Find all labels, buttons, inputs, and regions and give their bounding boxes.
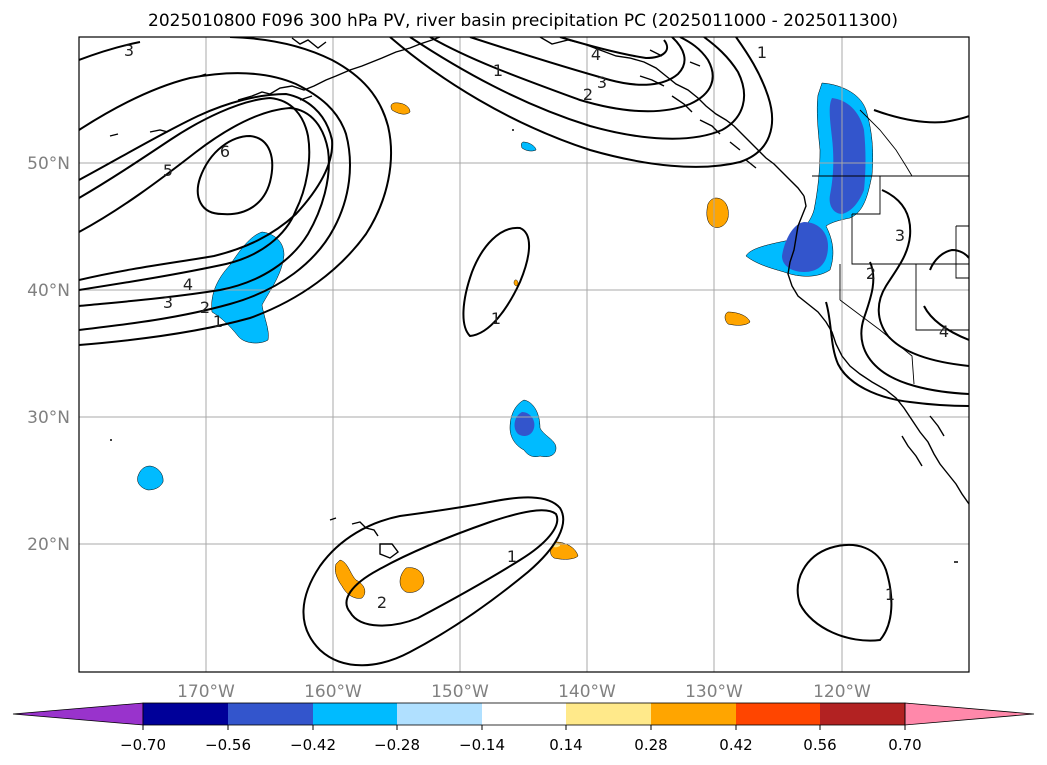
pv-contour-labels: 3 5 6 4 3 2 1 4 3 2 1 1 1 2 1 1 3 2 4 (124, 41, 949, 612)
neg-anomaly-gulf-alaska-small (521, 141, 537, 152)
lon-label: 150°W (431, 682, 489, 702)
colorbar-label: −0.14 (459, 736, 505, 754)
colorbar-label: 0.56 (803, 736, 836, 754)
pv-label: 4 (183, 275, 193, 294)
lat-label: 50°N (27, 154, 70, 174)
colorbar-label: 0.42 (719, 736, 752, 754)
colorbar-label: 0.70 (888, 736, 921, 754)
colorbar-segment (736, 703, 820, 725)
colorbar-label: 0.14 (549, 736, 582, 754)
colorbar-segment (820, 703, 905, 725)
pv-label: 1 (757, 43, 767, 62)
lat-label: 30°N (27, 408, 70, 428)
graticule (79, 37, 969, 672)
pv-label: 2 (866, 264, 876, 283)
latitude-labels: 50°N 40°N 30°N 20°N (27, 154, 70, 555)
lon-label: 160°W (304, 682, 362, 702)
longitude-labels: 170°W 160°W 150°W 140°W 130°W 120°W (177, 682, 871, 702)
map-frame (78, 36, 970, 673)
lat-label: 20°N (27, 535, 70, 555)
lon-label: 120°W (813, 682, 871, 702)
lon-label: 130°W (685, 682, 743, 702)
colorbar-extend-low (12, 702, 144, 726)
map-area: 3 5 6 4 3 2 1 4 3 2 1 1 1 2 1 1 3 2 4 (79, 37, 969, 672)
pos-anomaly-offshore-ca (724, 311, 751, 326)
pos-anomaly-mid-pacific-dot (513, 279, 519, 287)
pv-label: 3 (597, 73, 607, 92)
pv-label: 2 (200, 298, 210, 317)
pv-contours (79, 37, 969, 667)
lon-label: 170°W (177, 682, 235, 702)
pv-label: 6 (220, 142, 230, 161)
colorbar-segment (397, 703, 482, 725)
colorbar-segment (651, 703, 736, 725)
pv-label: 2 (583, 85, 593, 104)
pv-label: 2 (377, 593, 387, 612)
colorbar-segment (143, 703, 228, 725)
pv-label: 1 (493, 61, 503, 80)
colorbar-label: −0.56 (205, 736, 251, 754)
pv-label: 3 (895, 226, 905, 245)
pv-label: 3 (163, 293, 173, 312)
colorbar-ticks (142, 725, 906, 730)
pos-anomaly-aleutian (390, 102, 411, 115)
colorbar-label: 0.28 (634, 736, 667, 754)
lon-label: 140°W (558, 682, 616, 702)
colorbar: −0.70 −0.56 −0.42 −0.28 −0.14 0.14 0.28 … (12, 702, 1035, 754)
colorbar-label: −0.28 (374, 736, 420, 754)
pv-label: 3 (124, 41, 134, 60)
neg-anomaly-oregon-core (782, 222, 828, 272)
coastlines (109, 37, 969, 563)
colorbar-segment (482, 703, 566, 725)
political-borders (812, 109, 969, 385)
pos-anomaly-hawaii-mid (399, 567, 425, 593)
colorbar-segment (313, 703, 397, 725)
colorbar-label: −0.42 (290, 736, 336, 754)
pos-anomaly-hawaii-west (335, 559, 366, 599)
pv-label: 1 (491, 309, 501, 328)
neg-anomaly-west-coast-core (829, 98, 866, 214)
colorbar-outline (142, 702, 906, 726)
colorbar-segment (566, 703, 651, 725)
pv-label: 5 (163, 161, 173, 180)
colorbar-extend-high (904, 702, 1035, 726)
pv-label: 4 (939, 322, 949, 341)
pv-label: 1 (213, 312, 223, 331)
pv-label: 1 (507, 547, 517, 566)
neg-anomaly-west-pacific (211, 231, 285, 344)
map-title: 2025010800 F096 300 hPa PV, river basin … (148, 11, 898, 31)
neg-anomaly-central-pacific-core (514, 412, 535, 436)
pos-anomaly-ne-pacific (706, 197, 729, 228)
neg-anomaly-subtropical (137, 465, 164, 491)
pv-label: 1 (885, 585, 895, 604)
colorbar-segment (228, 703, 313, 725)
pv-label: 4 (591, 45, 601, 64)
precip-fills (137, 82, 873, 599)
colorbar-label: −0.70 (120, 736, 166, 754)
lat-label: 40°N (27, 281, 70, 301)
